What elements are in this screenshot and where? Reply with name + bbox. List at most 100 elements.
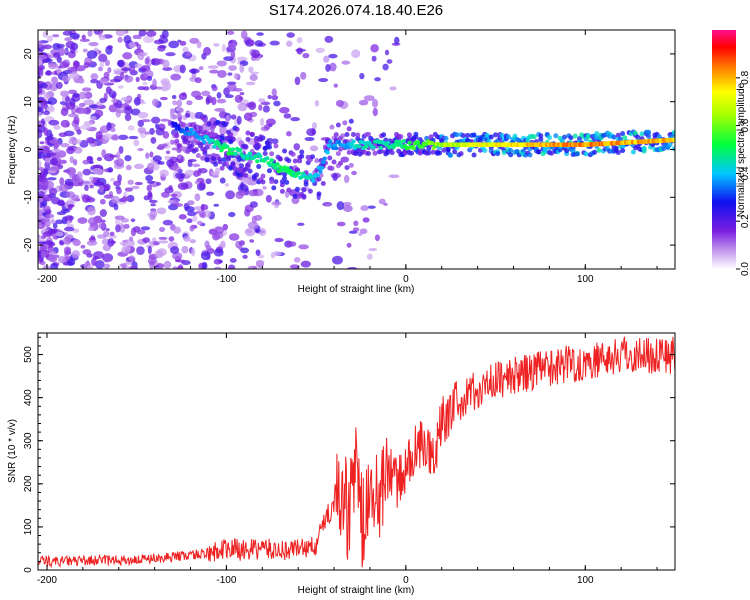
spectrogram-noise-cell — [314, 100, 320, 107]
spectrogram-noise-cell — [103, 258, 110, 263]
spectrogram-ridge-cell — [184, 126, 190, 131]
spectrogram-noise-cell — [346, 242, 352, 248]
spectrogram-noise-cell — [82, 168, 92, 176]
spectrogram-ridge-cell — [278, 165, 283, 170]
spectrogram-noise-cell — [214, 266, 222, 269]
spectrogram-noise-cell — [51, 76, 59, 85]
spectrogram-noise-cell — [183, 202, 190, 210]
spectrogram-halo-cell — [615, 150, 621, 156]
spectrogram-halo-cell — [307, 188, 313, 194]
spectrogram-noise-cell — [228, 233, 240, 241]
spectrogram-halo-cell — [219, 165, 225, 171]
spectrogram-noise-cell — [211, 96, 217, 106]
spectrogram-halo-cell — [346, 126, 352, 132]
spectrogram-noise-cell — [168, 156, 178, 164]
spectrogram-noise-cell — [56, 56, 62, 64]
spectrogram-noise-cell — [223, 56, 234, 62]
spectrogram-noise-cell — [140, 226, 151, 231]
spectrogram-halo-cell — [633, 130, 639, 136]
spectrogram-noise-cell — [60, 143, 70, 148]
spectrogram-noise-cell — [111, 93, 116, 100]
spectrogram-noise-cell — [113, 203, 119, 211]
spectrogram-noise-cell — [265, 194, 272, 203]
spectrogram-noise-cell — [239, 92, 245, 96]
spectrogram-noise-cell — [213, 248, 224, 257]
spectrogram-noise-cell — [342, 201, 352, 206]
spectrogram-noise-cell — [115, 224, 121, 233]
spectrogram-noise-cell — [128, 135, 139, 140]
spectrogram-ridge-cell — [334, 146, 339, 151]
spectrogram-noise-cell — [200, 251, 211, 261]
spectrogram-noise-cell — [116, 60, 124, 67]
spectrogram-noise-cell — [149, 127, 155, 135]
spectrogram-noise-cell — [184, 169, 195, 177]
spectrogram-noise-cell — [159, 169, 169, 178]
spectrogram-noise-cell — [158, 236, 168, 240]
spectrogram-noise-cell — [161, 86, 168, 92]
spectrogram-halo-cell — [346, 149, 352, 155]
spectrogram-noise-cell — [72, 60, 80, 69]
spectrogram-noise-cell — [53, 140, 61, 148]
spectrogram-noise-cell — [47, 152, 57, 156]
spectrogram-noise-cell — [44, 181, 49, 190]
spectrogram-halo-cell — [290, 151, 296, 157]
x-tick-label: -100 — [216, 274, 236, 285]
spectrogram-ridge-cell — [672, 137, 675, 143]
spectrogram-noise-cell — [386, 59, 393, 64]
spectrogram-halo-cell — [495, 151, 501, 157]
spectrogram-noise-cell — [227, 72, 233, 76]
spectrogram-noise-cell — [279, 106, 290, 114]
spectrogram-ridge-cell — [237, 148, 243, 153]
spectrogram-halo-cell — [185, 112, 191, 118]
spectrogram-noise-cell — [49, 165, 60, 172]
spectrogram-halo-cell — [195, 153, 201, 159]
spectrogram-halo-cell — [292, 193, 298, 199]
spectrogram-halo-cell — [238, 172, 244, 178]
spectrogram-ridge-cell — [315, 173, 320, 178]
spectrogram-noise-cell — [183, 235, 191, 242]
spectrogram-noise-cell — [172, 252, 183, 261]
spectrogram-ridge-cell — [201, 139, 207, 144]
spectrogram-noise-cell — [69, 136, 76, 142]
spectrogram-noise-cell — [171, 165, 181, 172]
spectrogram-noise-cell — [124, 113, 132, 122]
spectrogram-ridge-cell — [322, 156, 327, 161]
spectrogram-noise-cell — [39, 141, 45, 145]
spectrogram-noise-cell — [38, 86, 43, 95]
spectrogram-noise-cell — [351, 49, 361, 59]
spectrogram-halo-cell — [273, 143, 279, 149]
spectrogram-noise-cell — [360, 205, 369, 212]
spectrogram-noise-cell — [254, 214, 263, 221]
spectrogram-halo-cell — [335, 151, 341, 157]
spectrogram-noise-cell — [93, 251, 104, 260]
colorbar-gradient — [712, 30, 736, 269]
spectrogram-noise-cell — [205, 245, 212, 251]
spectrogram-noise-cell — [290, 116, 300, 122]
spectrogram-noise-cell — [82, 249, 92, 255]
spectrogram-noise-cell — [255, 249, 261, 256]
spectrogram-halo-cell — [536, 149, 542, 155]
spectrogram-noise-cell — [123, 223, 130, 229]
spectrogram-halo-cell — [340, 133, 346, 139]
spectrogram-noise-cell — [177, 182, 189, 191]
spectrogram-noise-cell — [121, 67, 132, 72]
spectrogram-noise-cell — [42, 194, 53, 202]
spectrogram-noise-cell — [39, 82, 48, 89]
spectrogram-noise-cell — [55, 219, 64, 225]
snr-x-label: Height of straight line (km) — [298, 585, 415, 596]
spectrogram-halo-cell — [185, 149, 191, 155]
spectrogram-noise-cell — [109, 154, 114, 158]
spectrogram-noise-cell — [42, 231, 54, 237]
spectrogram-noise-cell — [150, 136, 157, 144]
spectrogram-halo-cell — [553, 133, 559, 139]
spectrogram-noise-cell — [79, 38, 91, 42]
spectrogram-noise-cell — [210, 171, 220, 176]
spectrogram-halo-cell — [176, 148, 182, 154]
spectrogram-noise-cell — [378, 198, 386, 205]
spectrogram-noise-cell — [152, 155, 162, 162]
spectrogram-noise-cell — [239, 64, 245, 73]
spectrogram-halo-cell — [546, 134, 552, 140]
spectrogram-halo-cell — [223, 161, 229, 167]
spectrogram-noise-cell — [151, 58, 156, 66]
